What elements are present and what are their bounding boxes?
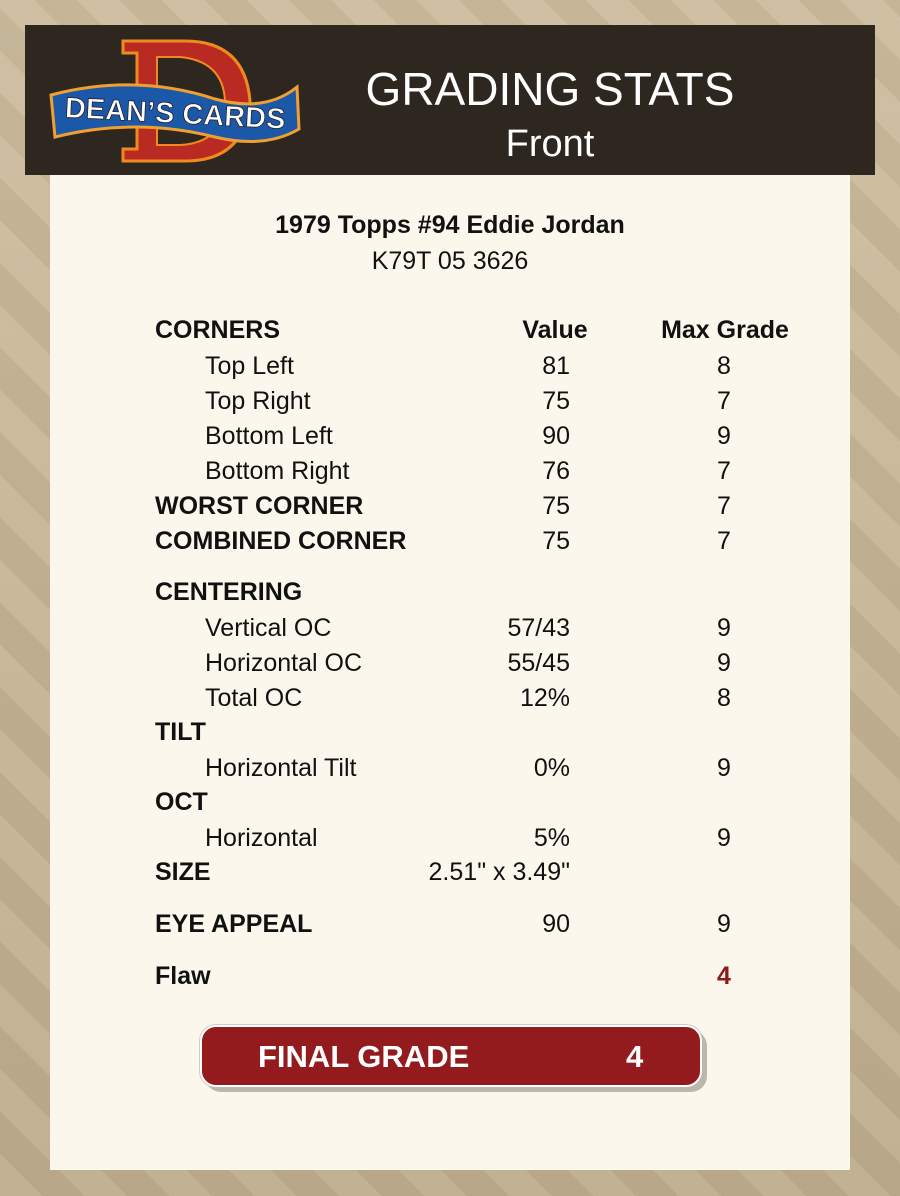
row-label: Top Left — [205, 352, 294, 380]
row-value: 12% — [519, 684, 570, 712]
row-max: 9 — [717, 824, 731, 852]
section-label: OCT — [155, 788, 208, 816]
final-grade-value: 4 — [626, 1039, 644, 1074]
tilt-header-row: TILT — [0, 718, 900, 748]
row-max: 9 — [717, 754, 731, 782]
worst-corner-row: WORST CORNER 75 7 — [0, 492, 900, 522]
row-label: Total OC — [205, 684, 303, 712]
max-grade-column-header: Max Grade — [661, 316, 789, 344]
row-label: Horizontal Tilt — [205, 754, 357, 782]
row-label: Horizontal — [205, 824, 318, 852]
row-max: 8 — [717, 352, 731, 380]
row-value: 0% — [533, 754, 570, 782]
header: DEAN’S CARDS — [25, 25, 875, 175]
table-row: Horizontal Tilt 0% 9 — [0, 754, 900, 784]
row-value: 5% — [533, 824, 570, 852]
table-row: Total OC 12% 8 — [0, 684, 900, 714]
row-label: COMBINED CORNER — [155, 527, 407, 555]
cert-number: K79T 05 3626 — [371, 247, 529, 275]
row-label: Top Right — [205, 387, 311, 415]
eye-appeal-row: EYE APPEAL 90 9 — [0, 910, 900, 940]
table-row: Horizontal OC 55/45 9 — [0, 649, 900, 679]
row-max: 8 — [717, 684, 731, 712]
table-row: Top Left 81 8 — [0, 352, 900, 382]
row-max: 9 — [717, 649, 731, 677]
row-value: 55/45 — [507, 649, 570, 677]
row-max: 9 — [717, 422, 731, 450]
table-row: Vertical OC 57/43 9 — [0, 614, 900, 644]
row-value: 90 — [542, 910, 570, 938]
table-row: Bottom Left 90 9 — [0, 422, 900, 452]
final-grade-label: FINAL GRADE — [258, 1039, 470, 1074]
row-max: 9 — [717, 910, 731, 938]
row-label: Vertical OC — [205, 614, 332, 642]
row-value: 57/43 — [507, 614, 570, 642]
row-value: 75 — [542, 492, 570, 520]
row-max: 7 — [717, 387, 731, 415]
page-title: GRADING STATS — [365, 63, 735, 115]
table-row: Horizontal 5% 9 — [0, 824, 900, 854]
row-value: 75 — [542, 387, 570, 415]
stats-card — [50, 150, 850, 1170]
row-max: 9 — [717, 614, 731, 642]
table-row: Top Right 75 7 — [0, 387, 900, 417]
deans-cards-logo: DEAN’S CARDS — [49, 39, 301, 163]
row-value: 90 — [542, 422, 570, 450]
row-label: Bottom Right — [205, 457, 350, 485]
centering-header-row: CENTERING — [0, 578, 900, 608]
size-row: SIZE 2.51" x 3.49" — [0, 858, 900, 888]
row-label: Bottom Left — [205, 422, 333, 450]
card-name: 1979 Topps #94 Eddie Jordan — [275, 211, 625, 239]
row-label: Horizontal OC — [205, 649, 362, 677]
row-label: Flaw — [155, 962, 211, 990]
section-label: TILT — [155, 718, 206, 746]
row-max: 7 — [717, 492, 731, 520]
section-label: CENTERING — [155, 578, 303, 606]
corners-header-row: CORNERS Value Max Grade — [0, 316, 900, 346]
row-label: EYE APPEAL — [155, 910, 313, 938]
page-subtitle: Front — [505, 123, 595, 165]
final-grade-banner: FINAL GRADE 4 — [200, 1025, 702, 1087]
row-value: 76 — [542, 457, 570, 485]
row-value: 81 — [542, 352, 570, 380]
table-row: Bottom Right 76 7 — [0, 457, 900, 487]
value-column-header: Value — [522, 316, 588, 344]
row-max: 7 — [717, 457, 731, 485]
row-value: 2.51" x 3.49" — [428, 858, 570, 886]
row-label: WORST CORNER — [155, 492, 364, 520]
row-value: 75 — [542, 527, 570, 555]
combined-corner-row: COMBINED CORNER 75 7 — [0, 527, 900, 557]
flaw-grade: 4 — [717, 962, 731, 990]
flaw-row: Flaw 4 — [0, 962, 900, 992]
oct-header-row: OCT — [0, 788, 900, 818]
section-label: CORNERS — [155, 316, 281, 344]
row-label: SIZE — [155, 858, 211, 886]
row-max: 7 — [717, 527, 731, 555]
